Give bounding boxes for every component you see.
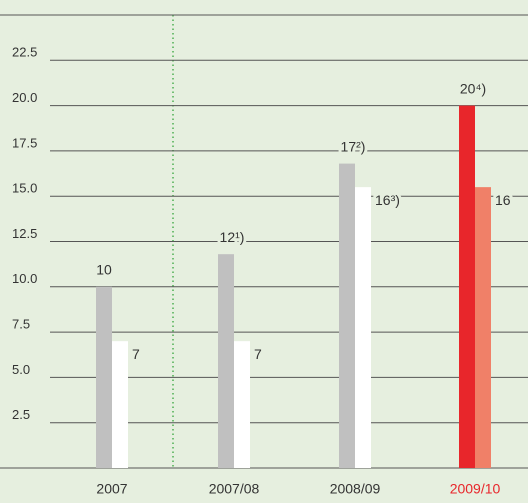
y-tick-label: 5.0 bbox=[12, 362, 30, 377]
value-label: 17²) bbox=[341, 138, 366, 154]
y-tick-label: 12.5 bbox=[12, 226, 37, 241]
y-tick-label: 2.5 bbox=[12, 407, 30, 422]
x-tick-label: 2009/10 bbox=[450, 481, 501, 497]
x-tick-label: 2007 bbox=[96, 481, 127, 497]
bar bbox=[96, 286, 112, 468]
y-tick-label: 20.0 bbox=[12, 90, 37, 105]
bar bbox=[234, 341, 250, 468]
value-label: 10 bbox=[96, 262, 112, 278]
value-label: 7 bbox=[132, 346, 140, 362]
y-tick-label: 10.0 bbox=[12, 271, 37, 286]
value-label: 7 bbox=[254, 346, 262, 362]
value-label: 12¹) bbox=[220, 229, 245, 245]
y-tick-label: 7.5 bbox=[12, 317, 30, 332]
y-tick-label: 15.0 bbox=[12, 181, 37, 196]
bar bbox=[459, 105, 475, 468]
value-label: 16³) bbox=[375, 192, 400, 208]
bar bbox=[355, 187, 371, 468]
bar bbox=[218, 254, 234, 468]
bar bbox=[475, 187, 491, 468]
y-tick-label: 17.5 bbox=[12, 135, 37, 150]
bar bbox=[112, 341, 128, 468]
y-tick-label: 22.5 bbox=[12, 45, 37, 60]
x-tick-label: 2007/08 bbox=[209, 481, 260, 497]
bar bbox=[339, 163, 355, 469]
value-label: 16 bbox=[495, 192, 511, 208]
value-label: 20⁴) bbox=[460, 80, 486, 96]
x-tick-label: 2008/09 bbox=[330, 481, 381, 497]
